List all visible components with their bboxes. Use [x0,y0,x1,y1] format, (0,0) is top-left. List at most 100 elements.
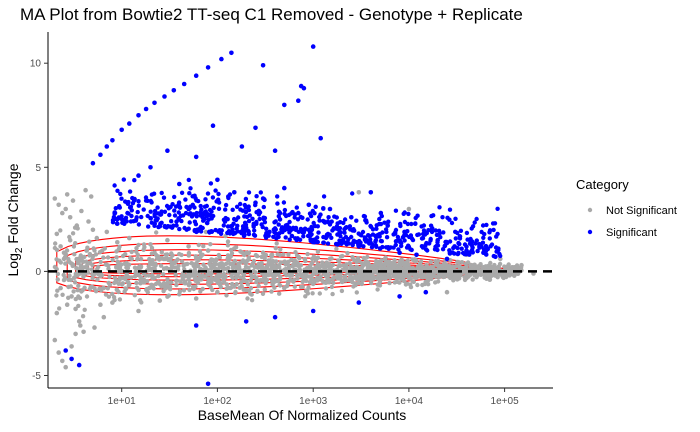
cloud-point-not-significant [292,258,297,263]
cloud-point-significant [356,231,361,236]
cloud-point-not-significant [348,264,354,269]
cloud-point-not-significant [165,252,170,257]
cloud-point-significant [433,228,438,233]
cloud-point-significant [207,229,212,234]
cloud-point-significant [301,234,306,239]
cloud-point-significant [413,221,418,226]
cloud-point-not-significant [246,257,251,262]
point-not-significant [69,294,74,299]
cloud-point-significant [440,215,445,220]
cloud-point-significant [119,196,124,201]
cloud-point-significant [176,210,181,215]
cloud-point-not-significant [191,262,196,267]
legend-key-not-significant [587,207,593,213]
cloud-point-not-significant [55,277,60,282]
cloud-point-significant [164,203,170,209]
point-significant [423,289,429,295]
cloud-point-significant [405,221,411,227]
cloud-point-significant [199,207,204,212]
cloud-point-significant [313,204,318,209]
point-not-significant [215,289,220,295]
cloud-point-significant [281,226,286,231]
cloud-point-significant [210,195,216,200]
cloud-point-not-significant [221,271,227,277]
cloud-point-not-significant [97,286,102,291]
cloud-point-significant [393,239,399,244]
cloud-point-not-significant [185,261,190,267]
cloud-point-not-significant [210,287,215,293]
point-significant [243,225,249,230]
cloud-point-not-significant [111,295,117,300]
point-significant [435,237,441,243]
cloud-point-significant [223,207,228,212]
point-significant [444,256,450,262]
cloud-point-not-significant [63,261,68,266]
point-not-significant [80,287,85,293]
cloud-point-significant [335,226,340,232]
point-significant [397,294,402,299]
point-significant [349,215,354,220]
point-significant [321,219,327,224]
cloud-point-significant [453,216,458,221]
point-not-significant [509,265,515,270]
cloud-point-significant [205,220,210,226]
cloud-point-significant [287,230,292,235]
cloud-point-not-significant [359,281,364,287]
cloud-point-not-significant [98,271,104,276]
cloud-point-not-significant [116,281,121,286]
cloud-point-not-significant [106,294,112,299]
cloud-point-not-significant [443,262,448,267]
cloud-point-significant [191,212,196,217]
point-not-significant [104,229,110,235]
cloud-point-not-significant [174,278,179,283]
cloud-point-not-significant [217,255,222,260]
point-significant [296,210,301,216]
cloud-point-not-significant [128,255,133,261]
y-axis-title-subscript: 2 [14,247,25,253]
cloud-point-significant [116,215,121,220]
cloud-point-not-significant [257,278,263,283]
point-significant [110,138,115,143]
point-not-significant [101,314,107,320]
cloud-point-significant [406,211,411,217]
point-not-significant [66,277,71,283]
cloud-point-not-significant [331,280,336,285]
cloud-point-not-significant [259,254,264,260]
cloud-point-significant [377,216,382,222]
cloud-point-not-significant [129,249,134,255]
cloud-point-significant [135,209,140,215]
cloud-point-not-significant [175,257,180,262]
cloud-point-not-significant [248,278,253,283]
cloud-point-not-significant [234,275,239,281]
cloud-point-significant [238,207,243,212]
cloud-point-significant [286,212,292,218]
cloud-point-not-significant [415,282,420,288]
cloud-point-significant [216,191,221,197]
cloud-point-not-significant [105,255,111,260]
cloud-point-not-significant [410,279,416,284]
cloud-point-significant [208,181,214,186]
cloud-point-significant [487,230,492,235]
cloud-point-not-significant [152,275,157,280]
cloud-point-significant [431,213,436,218]
cloud-point-not-significant [90,256,95,262]
cloud-point-not-significant [328,264,334,269]
cloud-point-not-significant [213,261,218,266]
cloud-point-not-significant [273,272,278,278]
cloud-point-significant [252,228,257,233]
cloud-point-significant [145,213,150,219]
cloud-point-not-significant [470,277,475,282]
cloud-point-significant [441,230,446,235]
cloud-point-not-significant [269,289,274,294]
cloud-point-significant [141,207,146,212]
point-not-significant [165,237,170,243]
cloud-point-significant [374,226,379,231]
cloud-point-not-significant [206,270,211,276]
cloud-point-not-significant [357,269,362,275]
cloud-point-not-significant [172,265,178,270]
cloud-point-not-significant [260,291,266,296]
cloud-point-significant [310,208,315,214]
cloud-point-significant [408,233,414,238]
cloud-point-significant [136,203,141,208]
cloud-point-significant [177,226,182,232]
